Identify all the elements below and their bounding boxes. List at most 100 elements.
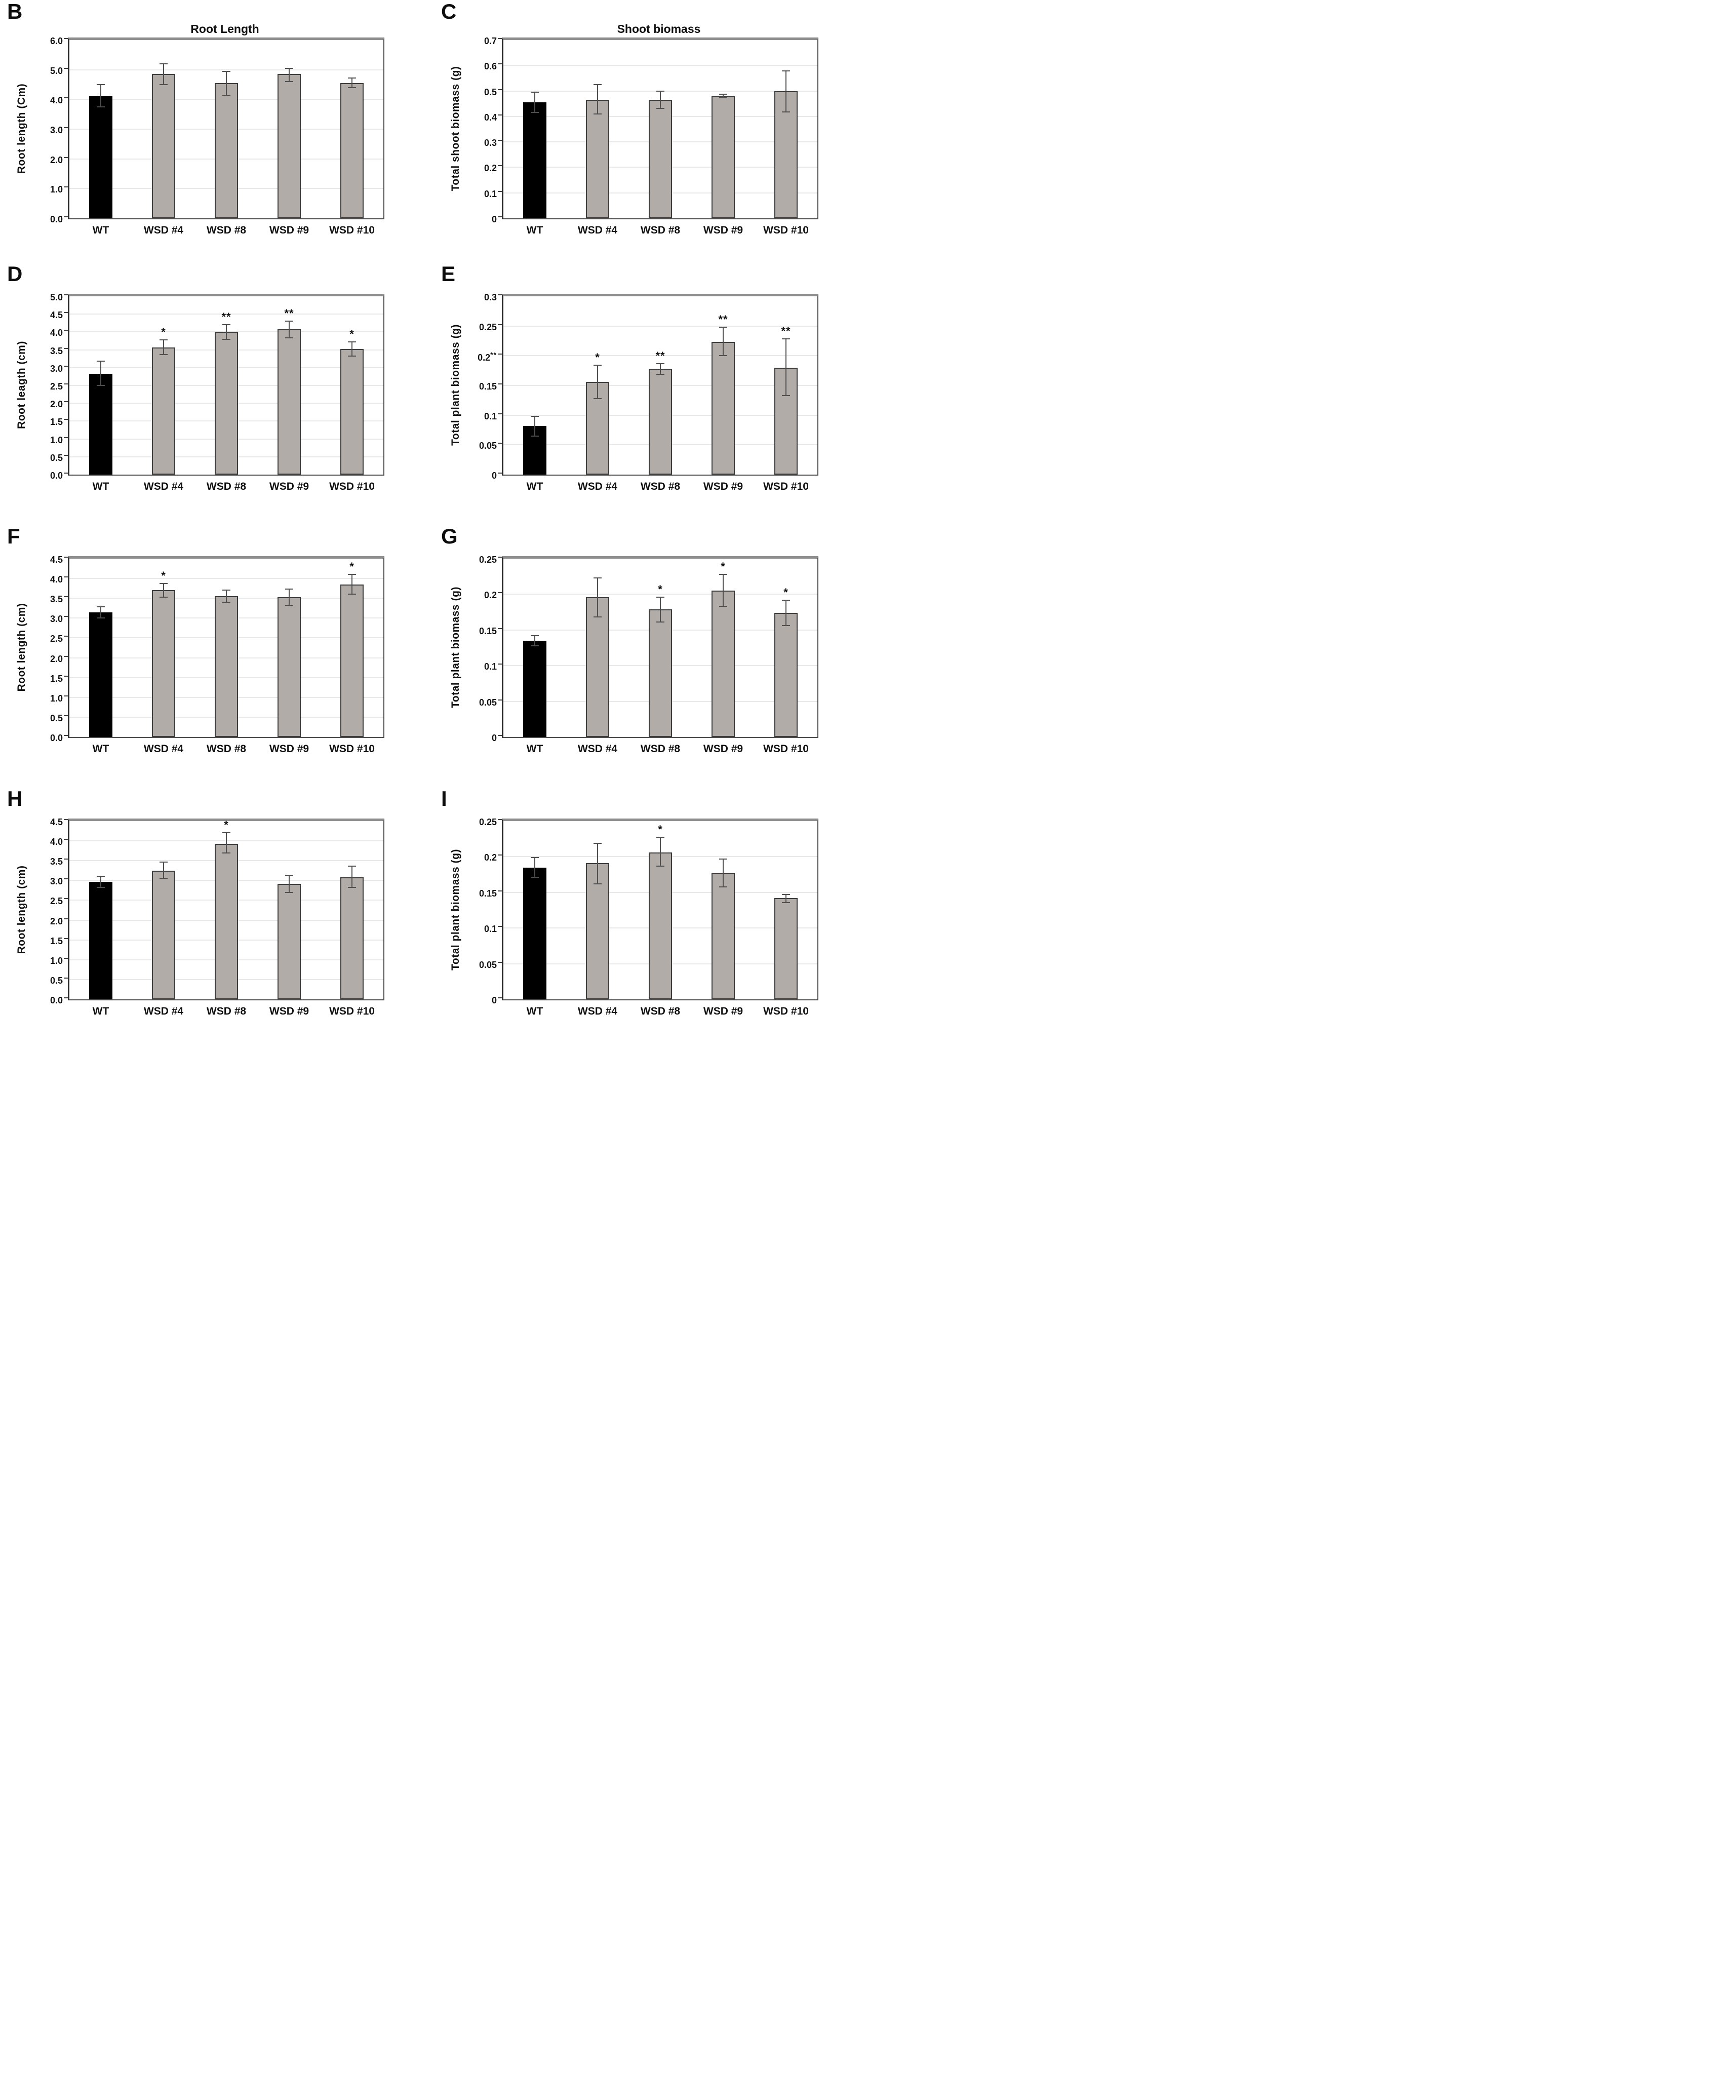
y-tick-annotation: **	[490, 351, 497, 359]
error-bar-cap	[782, 70, 790, 72]
y-axis-title-text: Root leagth (cm)	[16, 340, 27, 429]
panel-c: C Shoot biomass Total shoot biomass (g) 0 0.…	[434, 0, 868, 262]
error-bar-stem	[289, 321, 290, 338]
error-bar-cap	[531, 635, 539, 637]
y-tick-mark	[64, 898, 68, 900]
significance-marker: *	[161, 569, 166, 582]
bar-wsd	[649, 369, 672, 475]
y-tick-mark	[498, 38, 502, 39]
y-tick-label: 2.0	[50, 154, 63, 165]
error-bar-cap	[719, 327, 727, 328]
bar-wt	[523, 102, 546, 218]
x-category-label: WSD #9	[703, 1005, 743, 1017]
y-tick-mark	[498, 961, 502, 963]
y-tick-mark	[64, 695, 68, 696]
y-tick-label: 4.5	[50, 310, 63, 321]
significance-marker: **	[781, 325, 791, 338]
y-tick-mark	[64, 97, 68, 99]
chart-title-spacer	[502, 285, 816, 294]
y-tick-label: 2.5	[50, 381, 63, 392]
error-bar-cap	[97, 875, 105, 877]
error-bar-stem	[660, 91, 661, 108]
error-bar-cap	[782, 894, 790, 896]
x-category-label: WSD #4	[143, 1005, 184, 1017]
x-category-label: WSD #9	[269, 224, 309, 236]
y-tick-mark	[64, 735, 68, 736]
significance-marker: *	[161, 325, 166, 338]
chart-title: Root Length	[190, 22, 259, 35]
bar-wsd	[278, 74, 301, 218]
error-bar-stem	[723, 327, 724, 356]
x-category-label: WT	[526, 481, 543, 492]
bar-wt	[89, 373, 112, 475]
x-category-label: WSD #9	[269, 481, 309, 492]
error-bar-stem	[723, 94, 724, 98]
error-bar-cap	[285, 337, 293, 338]
error-bar-stem	[597, 578, 598, 617]
x-category-label: WSD #8	[640, 743, 681, 755]
y-tick-mark	[64, 157, 68, 158]
x-category-label: WSD #8	[206, 743, 247, 755]
y-axis-title-text: Total shoot biomass (g)	[450, 66, 461, 191]
y-tick-label: 0.0	[50, 214, 63, 224]
y-tick-label: 0.05	[479, 441, 497, 451]
y-tick-label: 1.5	[50, 673, 63, 684]
y-tick-label: 0.0	[50, 733, 63, 743]
error-bar-cap	[531, 645, 539, 646]
y-tick-label: 1.0	[50, 693, 63, 704]
bar-wsd	[152, 870, 175, 999]
significance-marker: *	[595, 351, 600, 364]
y-axis-title: Root length (Cm)	[13, 37, 30, 219]
y-tick-label: 0.1	[484, 188, 497, 199]
x-category-label: WSD #4	[143, 481, 184, 492]
error-bar-cap	[222, 324, 230, 326]
y-tick-mark	[498, 354, 502, 355]
y-axis-title: Total plant biomass (g)	[447, 294, 464, 476]
x-category-label: WT	[92, 1005, 109, 1017]
y-tick-label: 0.5	[50, 452, 63, 463]
y-tick-mark	[64, 347, 68, 349]
y-axis-ticks: 0 0.05 0.1 0.15 0.2 0.25	[464, 555, 502, 743]
y-tick-mark	[498, 997, 502, 998]
y-tick-mark	[498, 854, 502, 856]
error-bar-cap	[348, 356, 356, 357]
error-bar-cap	[97, 84, 105, 85]
y-tick-mark	[64, 977, 68, 979]
y-tick-mark	[64, 294, 68, 295]
y-axis-ticks: 0 0.1 0.2 0.3 0.4 0.5 0.6 0.7	[464, 36, 502, 224]
y-tick-mark	[498, 63, 502, 65]
y-tick-mark	[64, 127, 68, 128]
y-tick-label: 0.25	[479, 322, 497, 332]
x-category-label: WT	[92, 481, 109, 492]
bar-wsd	[712, 96, 735, 218]
gridline	[69, 314, 383, 315]
bar-wsd	[712, 873, 735, 999]
bar-wsd	[586, 100, 609, 218]
panel-i: I Total plant biomass (g) 0 0.05 0.1 0.15 0.2 0…	[434, 787, 868, 1049]
error-bar-cap	[719, 355, 727, 357]
bar-wsd	[340, 584, 364, 737]
y-tick-label: 1.0	[50, 955, 63, 966]
y-tick-label: 0.1	[484, 411, 497, 421]
y-tick-label: 0.25	[479, 555, 497, 565]
bar-wsd	[712, 342, 735, 475]
error-bar-cap	[531, 435, 539, 437]
error-bar-stem	[226, 590, 227, 603]
error-bar-cap	[531, 416, 539, 417]
error-bar-cap	[782, 599, 790, 601]
y-tick-label: 0.05	[479, 959, 497, 970]
bar-wsd	[215, 83, 238, 218]
chart-body: Total plant biomass (g) 0 0.05 0.1 0.15 0.2 0.…	[447, 818, 818, 1005]
error-bar-cap	[594, 398, 602, 399]
error-bar-stem	[100, 606, 101, 618]
y-tick-mark	[498, 324, 502, 325]
error-bar-stem	[534, 636, 535, 646]
y-tick-label: 2.0	[50, 399, 63, 410]
error-bar-cap	[160, 63, 168, 64]
y-tick-label: 5.0	[50, 65, 63, 76]
y-tick-label: 1.5	[50, 936, 63, 946]
error-bar-stem	[785, 895, 786, 903]
bar-wsd	[152, 347, 175, 475]
error-bar-cap	[160, 862, 168, 863]
error-bar-cap	[160, 582, 168, 584]
